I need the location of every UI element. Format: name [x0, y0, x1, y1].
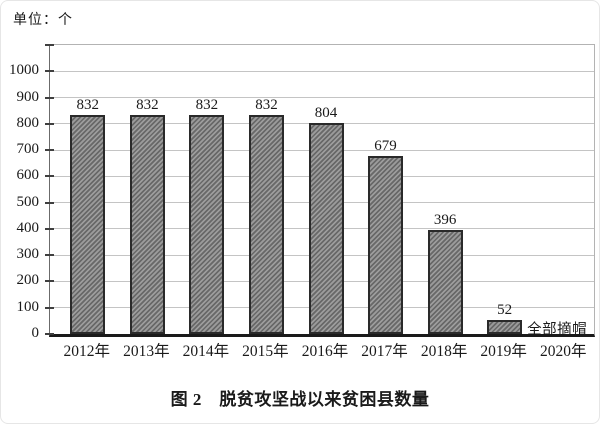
y-tick-label: 0 [31, 325, 40, 341]
y-tick-mark [45, 44, 54, 46]
y-tick-label: 1000 [9, 62, 39, 79]
y-tick-label: 400 [16, 219, 40, 236]
x-tick-label: 2012年 [63, 343, 111, 360]
bar-value-label: 804 [314, 104, 338, 121]
x-tick-label: 2020年 [539, 343, 587, 360]
annotation-label: 全部摘帽 [527, 322, 588, 339]
bar-2013年 [129, 115, 165, 334]
bar-value-label: 832 [136, 97, 159, 114]
y-tick-mark [45, 175, 54, 178]
bar-2014年 [189, 115, 225, 334]
gridline [50, 70, 594, 72]
y-tick-mark [45, 70, 54, 73]
plot-area: 832 832 832 832 804 679 396 52 全部摘帽 [45, 44, 595, 339]
y-tick-mark [45, 201, 54, 204]
bar-2019年 [487, 320, 523, 334]
y-tick-mark [45, 306, 54, 309]
y-tick-label: 900 [16, 88, 40, 105]
bar-2016年 [308, 122, 344, 334]
bar-value-label: 832 [255, 97, 278, 114]
bar-value-label: 52 [497, 302, 513, 319]
y-axis-labels: 1000 900 800 700 600 500 400 300 200 100 0 [1, 44, 45, 341]
y-tick-mark [45, 122, 54, 125]
bar-value-label: 396 [433, 211, 457, 228]
y-tick-mark [45, 254, 54, 257]
bar-2018年 [427, 229, 463, 334]
bar-2012年 [70, 115, 106, 334]
y-tick-mark [45, 227, 54, 230]
y-tick-label: 200 [16, 272, 40, 289]
y-tick-label: 800 [16, 114, 40, 131]
x-tick-label: 2017年 [361, 343, 408, 360]
y-tick-mark [45, 280, 54, 283]
y-tick-mark [45, 149, 54, 152]
y-tick-label: 100 [16, 298, 40, 315]
unit-label: 单位：个 [13, 13, 73, 28]
bar-value-label: 832 [76, 97, 100, 114]
x-tick-label: 2014年 [182, 343, 230, 360]
x-tick-label: 2016年 [301, 343, 349, 360]
bar-value-label: 679 [374, 137, 397, 154]
bar-value-label: 832 [195, 97, 219, 114]
bar-2015年 [248, 115, 284, 334]
x-axis-labels: 2012年 2013年 2014年 2015年 2016年 2017年 2018年 2019年… [49, 342, 593, 362]
y-tick-label: 600 [16, 167, 40, 184]
x-tick-label: 2013年 [123, 343, 170, 360]
y-tick-mark [45, 96, 54, 99]
gridline [50, 97, 594, 99]
y-tick-label: 700 [16, 141, 40, 158]
y-tick-label: 500 [16, 193, 40, 210]
x-tick-label: 2015年 [242, 343, 289, 360]
x-tick-label: 2019年 [480, 343, 527, 360]
y-tick-mark [45, 333, 54, 335]
x-tick-label: 2018年 [420, 343, 468, 360]
y-tick-label: 300 [16, 246, 40, 263]
chart-title: 图 2 脱贫攻坚战以来贫困县数量 [170, 390, 430, 409]
bar-2017年 [368, 155, 404, 334]
